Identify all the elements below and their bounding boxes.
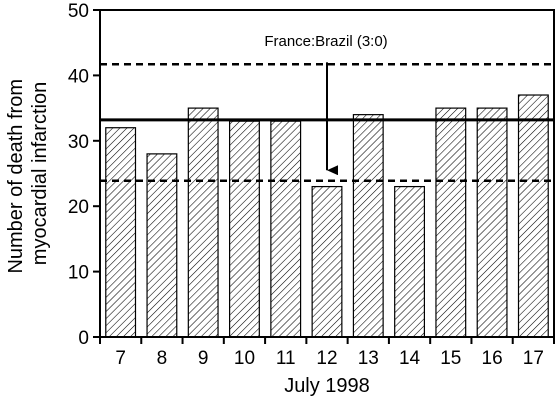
y-tick-label-0: 0 (78, 328, 89, 349)
x-tick-label-11: 11 (276, 348, 296, 369)
y-tick-label-30: 30 (68, 132, 89, 153)
annotation-text: France:Brazil (3:0) (264, 33, 387, 50)
bar-14 (394, 185, 426, 338)
x-tick-label-13: 13 (358, 348, 379, 369)
bar-15 (435, 107, 467, 338)
y-axis-label-line-1: Number of death from (5, 79, 27, 274)
x-tick-label-12: 12 (316, 348, 337, 369)
bar-17 (517, 94, 549, 338)
bar-13 (352, 114, 384, 338)
y-tick-label-40: 40 (68, 66, 89, 87)
x-axis-ticks: 7 8 9 10 11 12 13 14 15 16 17 (99, 337, 555, 369)
x-tick-label-16: 16 (482, 348, 503, 369)
x-tick-label-17: 17 (523, 348, 544, 369)
bar-7 (105, 127, 137, 338)
plot-frame (99, 9, 555, 338)
bar-8 (146, 153, 178, 338)
y-axis-label: Number of death from myocardial infarcti… (5, 73, 51, 273)
x-tick-label-14: 14 (399, 348, 421, 369)
y-axis-label-line-2: myocardial infarction (29, 82, 51, 265)
bar-12 (311, 185, 343, 338)
y-tick-label-10: 10 (68, 263, 89, 284)
x-tick-label-9: 9 (198, 348, 209, 369)
y-axis-ticks: 0 10 20 30 40 50 (68, 1, 100, 349)
x-tick-label-15: 15 (440, 348, 461, 369)
x-axis-label: July 1998 (284, 375, 370, 397)
bar-11 (270, 120, 302, 338)
y-tick-label-20: 20 (68, 197, 89, 218)
x-tick-label-8: 8 (157, 348, 168, 369)
x-tick-label-7: 7 (115, 348, 126, 369)
x-tick-label-10: 10 (234, 348, 255, 369)
bar-10 (228, 120, 260, 338)
y-tick-label-50: 50 (68, 1, 89, 22)
annotation: France:Brazil (3:0) (264, 33, 388, 176)
bar-16 (476, 107, 508, 338)
bar-9 (187, 107, 219, 338)
bars (105, 94, 549, 338)
